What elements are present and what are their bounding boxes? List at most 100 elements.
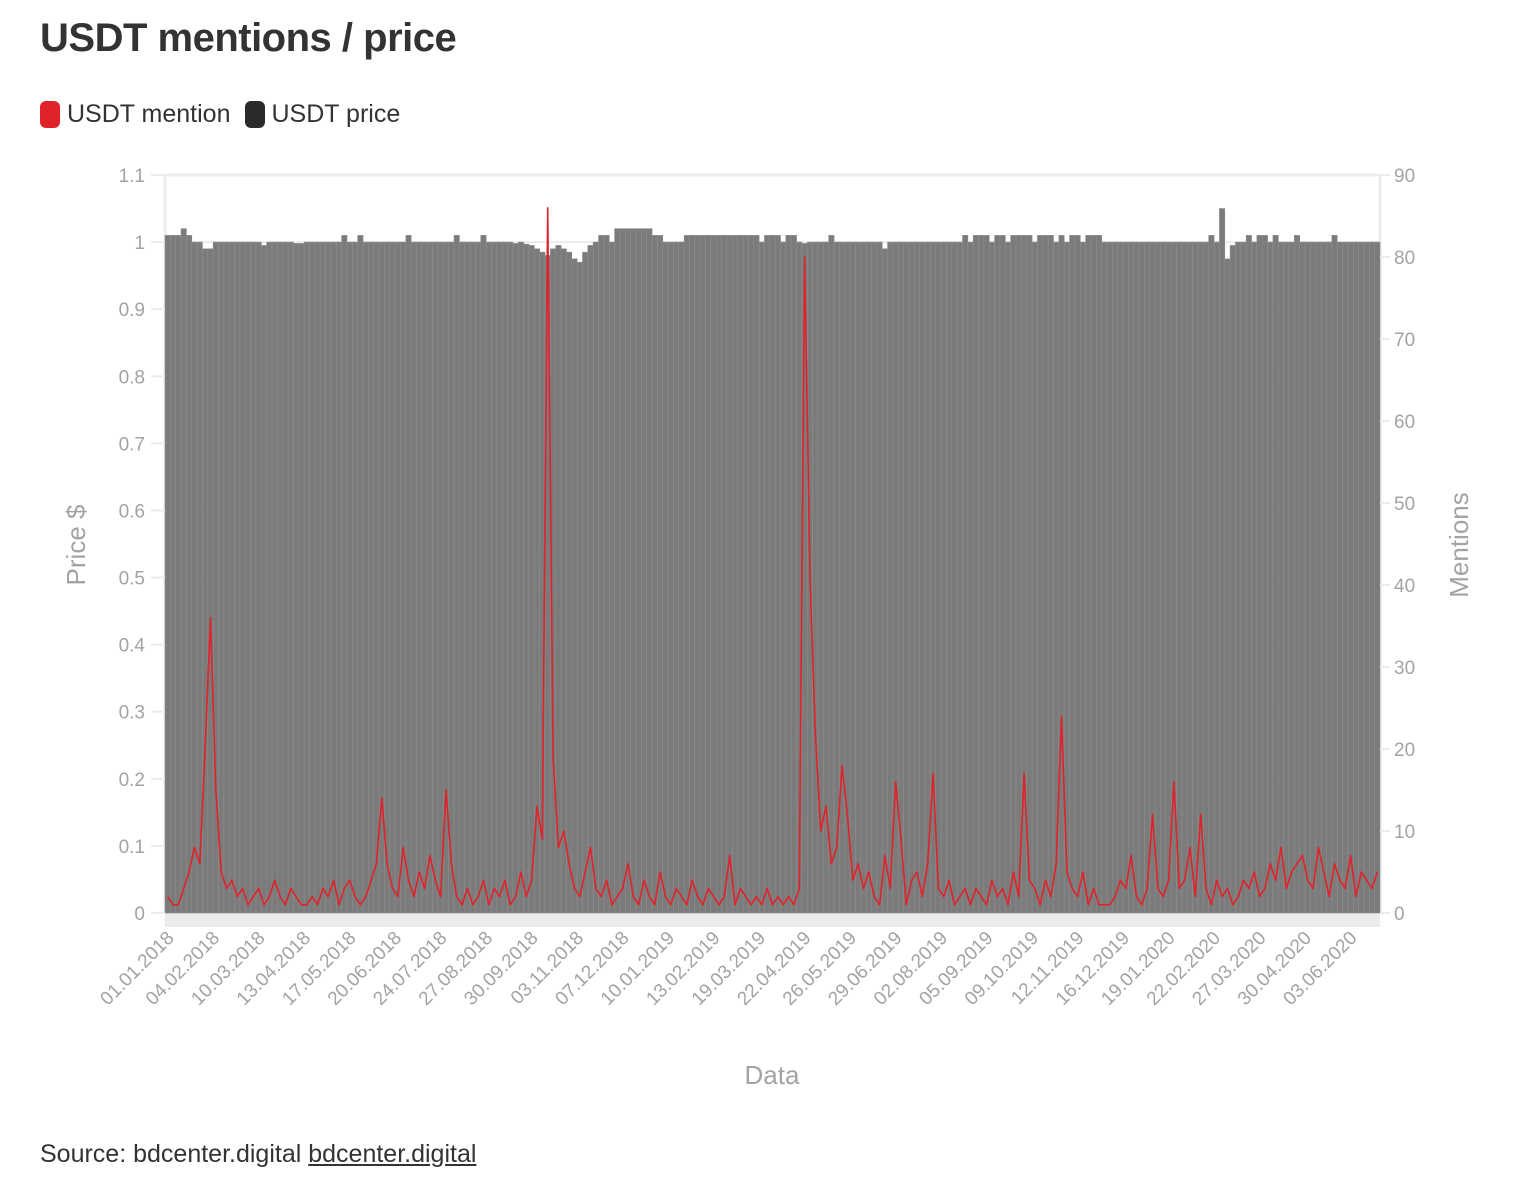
price-bar	[758, 241, 765, 914]
price-bar	[678, 241, 685, 914]
source-text: Source: bdcenter.digital	[40, 1140, 302, 1168]
price-bar	[1278, 241, 1284, 914]
price-bar	[592, 241, 599, 914]
price-bar	[625, 228, 631, 914]
price-bar	[309, 241, 316, 914]
price-bar	[496, 241, 503, 914]
price-bar	[266, 241, 273, 914]
source-link[interactable]: bdcenter.digital	[308, 1140, 477, 1168]
price-bar	[341, 235, 348, 914]
price-bar	[1144, 241, 1151, 914]
price-bar	[1256, 235, 1263, 914]
price-bar	[1058, 235, 1065, 914]
price-bar	[164, 235, 171, 914]
price-bar	[630, 228, 637, 914]
price-bar	[512, 243, 519, 914]
legend-item-price[interactable]: USDT price	[244, 100, 400, 129]
price-bar	[1326, 241, 1333, 914]
price-bar	[175, 235, 182, 914]
legend-label-mention: USDT mention	[67, 100, 231, 128]
price-bar	[416, 241, 423, 914]
price-bar	[389, 241, 396, 914]
price-bar	[1320, 241, 1327, 914]
price-bar	[999, 235, 1006, 914]
price-bar	[271, 241, 278, 914]
price-bar	[400, 241, 407, 914]
price-bar	[1079, 241, 1086, 914]
price-bar	[715, 235, 722, 914]
price-bar	[956, 241, 963, 914]
price-bar	[780, 241, 787, 914]
price-bar	[1358, 241, 1365, 914]
price-bar	[1112, 241, 1119, 914]
price-bar	[282, 241, 289, 914]
price-bar	[983, 235, 990, 914]
price-bar	[352, 241, 358, 914]
price-bar	[1010, 235, 1017, 914]
price-bar	[1176, 241, 1183, 914]
price-bar	[368, 241, 375, 914]
price-bar	[710, 235, 717, 914]
y-left-tick-label: 0.6	[119, 501, 145, 522]
price-bar	[790, 235, 797, 914]
price-bar	[480, 235, 487, 914]
y-left-tick-label: 0	[134, 904, 145, 925]
price-bar	[1015, 235, 1022, 914]
price-bar	[485, 241, 492, 914]
price-bar	[1352, 241, 1359, 914]
price-bar	[1304, 241, 1311, 914]
price-bar	[871, 241, 878, 914]
y-right-tick-label: 10	[1394, 822, 1415, 843]
legend-item-mention[interactable]: USDT mention	[40, 100, 231, 129]
y-right-tick-label: 90	[1394, 166, 1415, 187]
legend-swatch-price	[244, 101, 265, 128]
price-bar	[1224, 258, 1231, 914]
y-left-tick-label: 1.1	[119, 166, 145, 187]
price-bar	[988, 241, 995, 914]
price-bar	[426, 241, 433, 914]
price-bar	[908, 241, 915, 914]
price-bar	[940, 241, 947, 914]
price-bar	[491, 241, 498, 914]
price-bar	[603, 235, 610, 914]
price-bar	[1219, 208, 1226, 914]
y-left-tick-label: 0.5	[119, 569, 145, 590]
price-bar	[641, 228, 648, 914]
price-bar	[726, 235, 733, 914]
price-bar	[748, 235, 755, 914]
price-bar	[277, 241, 284, 914]
price-bar	[1165, 241, 1172, 914]
price-bar	[1315, 241, 1322, 914]
price-bar	[228, 241, 235, 914]
price-bar	[314, 241, 321, 914]
price-bar	[1122, 241, 1129, 914]
y-right-tick-label: 70	[1394, 330, 1415, 351]
price-bar	[475, 241, 482, 914]
price-bar	[1240, 241, 1247, 914]
price-bar	[186, 235, 193, 914]
price-bar	[1342, 241, 1349, 914]
price-bar	[785, 235, 792, 914]
price-bar	[935, 241, 942, 914]
legend: USDT mention USDT price	[40, 100, 400, 129]
y-left-tick-label: 0.8	[119, 367, 145, 388]
price-bar	[1181, 241, 1188, 914]
price-bar	[234, 241, 241, 914]
price-bar	[244, 241, 251, 914]
price-bar	[951, 241, 958, 914]
price-bar	[753, 235, 760, 914]
price-bar	[202, 248, 209, 914]
price-bar	[1288, 241, 1295, 914]
x-axis-title: Data	[745, 1060, 800, 1090]
price-bar	[560, 248, 567, 914]
price-bar	[319, 241, 326, 914]
price-bar	[437, 241, 444, 914]
price-bar	[1074, 235, 1081, 914]
price-bar	[972, 235, 979, 914]
y-left-tick-label: 0.7	[119, 434, 145, 455]
price-bar	[346, 241, 353, 914]
price-bar	[914, 241, 920, 914]
price-bar	[946, 241, 953, 914]
price-bar	[978, 235, 985, 914]
price-bar	[1042, 235, 1049, 914]
